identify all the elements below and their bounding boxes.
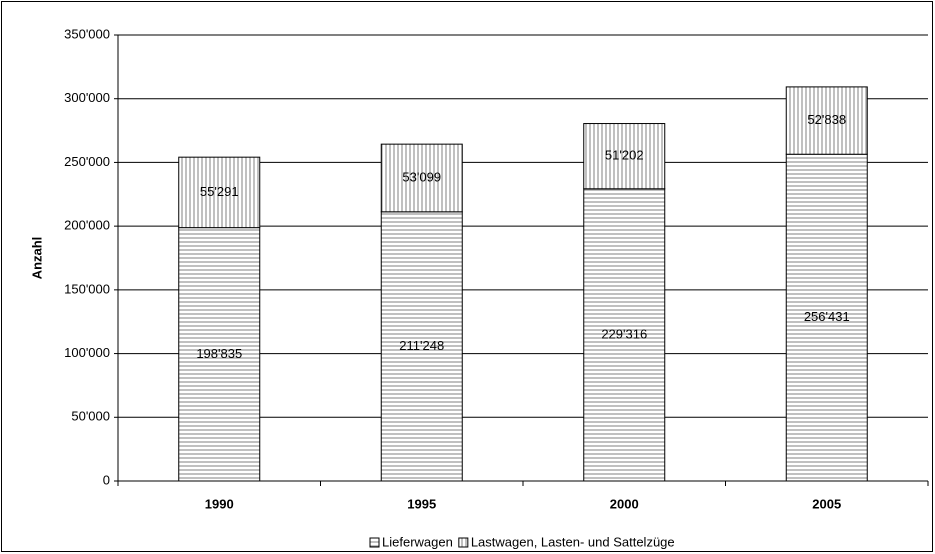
bar-segment <box>583 188 666 482</box>
value-label: 52'838 <box>807 112 846 127</box>
value-label: 211'248 <box>399 338 444 353</box>
x-tick-label: 1995 <box>407 496 436 511</box>
value-label: 198'835 <box>196 346 242 361</box>
value-label: 53'099 <box>402 169 441 184</box>
y-tick-label: 250'000 <box>64 154 110 169</box>
value-label: 51'202 <box>605 148 644 163</box>
x-tick-label: 1990 <box>205 496 234 511</box>
legend-label: Lieferwagen <box>382 534 453 549</box>
bar-segment <box>380 143 463 213</box>
legend-label: Lastwagen, Lasten- und Sattelzüge <box>471 534 675 549</box>
y-tick-label: 150'000 <box>64 281 110 296</box>
y-tick-label: 100'000 <box>64 345 110 360</box>
y-axis-label: Anzahl <box>29 237 44 280</box>
bar-segment <box>583 123 666 190</box>
legend-swatch <box>369 537 380 548</box>
legend-swatch <box>458 537 469 548</box>
y-tick-label: 300'000 <box>64 90 110 105</box>
y-tick-label: 350'000 <box>64 26 110 41</box>
bar-segment <box>178 156 261 229</box>
value-label: 55'291 <box>200 184 239 199</box>
x-tick-label: 2000 <box>610 496 639 511</box>
y-tick-label: 0 <box>103 472 110 487</box>
x-tick-label: 2005 <box>812 496 841 511</box>
y-tick-label: 200'000 <box>64 218 110 233</box>
value-label: 229'316 <box>601 326 647 341</box>
y-tick-label: 50'000 <box>71 409 110 424</box>
bar-segment <box>785 86 868 155</box>
value-label: 256'431 <box>804 309 850 324</box>
